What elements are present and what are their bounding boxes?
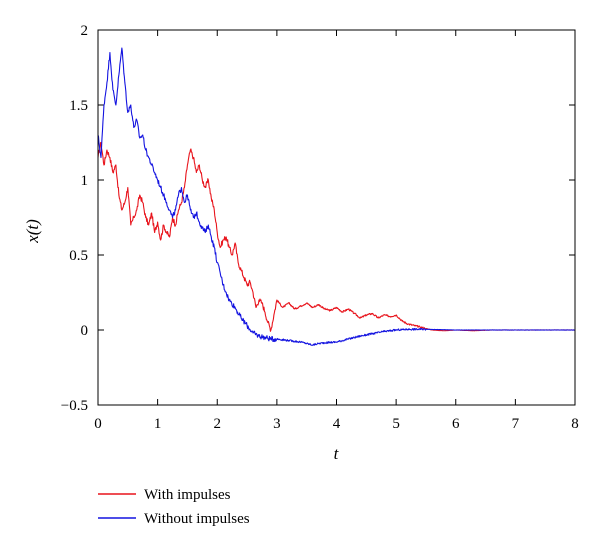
y-tick-label: 2 xyxy=(81,23,89,39)
x-tick-label: 5 xyxy=(392,416,400,432)
plot-frame xyxy=(97,29,576,406)
x-tick-label: 1 xyxy=(154,416,162,432)
legend: With impulses Without impulses xyxy=(98,487,250,527)
x-tick-label: 8 xyxy=(571,416,579,432)
y-tick-label: −0.5 xyxy=(61,398,88,414)
x-tick-label: 4 xyxy=(333,416,341,432)
series-line-without-impulses xyxy=(97,47,576,346)
legend-label: With impulses xyxy=(144,487,231,503)
y-axis-label: x(t) xyxy=(23,219,42,244)
x-tick-label: 2 xyxy=(214,416,222,432)
y-tick-label: 1 xyxy=(81,173,89,189)
y-tick-label: 1.5 xyxy=(69,98,88,114)
x-tick-label: 6 xyxy=(452,416,460,432)
y-tick-label: 0.5 xyxy=(69,248,88,264)
series-line-with-impulses xyxy=(97,141,576,332)
legend-label: Without impulses xyxy=(144,511,250,527)
y-tick-label: 0 xyxy=(81,323,89,339)
x-tick-label: 7 xyxy=(512,416,520,432)
x-tick-label: 0 xyxy=(94,416,102,432)
x-tick-label: 3 xyxy=(273,416,281,432)
x-axis-label: t xyxy=(334,444,340,463)
